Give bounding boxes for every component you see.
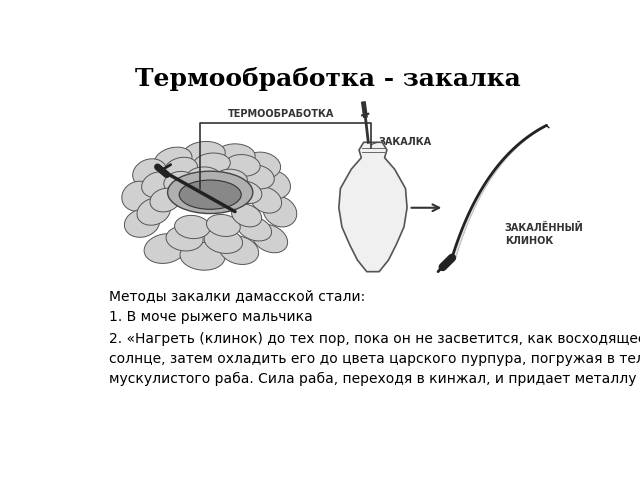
Ellipse shape [144,234,186,264]
Ellipse shape [237,216,271,241]
Ellipse shape [164,171,195,193]
Ellipse shape [187,167,221,187]
Ellipse shape [175,216,210,239]
Text: ЗАКАЛКА: ЗАКАЛКА [378,137,431,147]
Ellipse shape [232,204,262,227]
Ellipse shape [250,187,282,213]
Ellipse shape [154,147,192,173]
Ellipse shape [204,228,243,253]
Ellipse shape [252,224,287,253]
Ellipse shape [166,226,203,251]
Ellipse shape [219,236,259,264]
Ellipse shape [263,196,297,227]
Ellipse shape [168,171,253,214]
Ellipse shape [164,157,198,181]
Text: Термообработка - закалка: Термообработка - закалка [135,67,521,91]
Polygon shape [452,125,547,259]
Ellipse shape [225,155,260,176]
Ellipse shape [141,172,173,197]
Text: ТЕРМООБРАБОТКА: ТЕРМООБРАБОТКА [228,109,335,119]
Ellipse shape [243,165,275,189]
Text: Методы закалки дамасской стали:: Методы закалки дамасской стали: [109,288,365,302]
Ellipse shape [207,215,240,237]
Ellipse shape [244,152,280,179]
Ellipse shape [215,144,255,168]
Ellipse shape [180,242,225,270]
Ellipse shape [215,169,248,189]
Ellipse shape [179,180,241,209]
Text: 1. В моче рыжего мальчика: 1. В моче рыжего мальчика [109,310,313,324]
Ellipse shape [232,181,262,204]
Text: 2. «Нагреть (клинок) до тех пор, пока он не засветится, как восходящее в пустыне: 2. «Нагреть (клинок) до тех пор, пока он… [109,332,640,386]
Ellipse shape [150,188,180,212]
Ellipse shape [193,153,230,175]
Ellipse shape [124,209,159,237]
Text: ЗАКАЛЁННЫЙ
КЛИНОК: ЗАКАЛЁННЫЙ КЛИНОК [505,223,584,246]
Ellipse shape [132,159,167,187]
Ellipse shape [183,142,225,166]
Ellipse shape [122,181,154,211]
Ellipse shape [137,198,170,225]
Ellipse shape [257,170,291,199]
Polygon shape [339,142,407,272]
